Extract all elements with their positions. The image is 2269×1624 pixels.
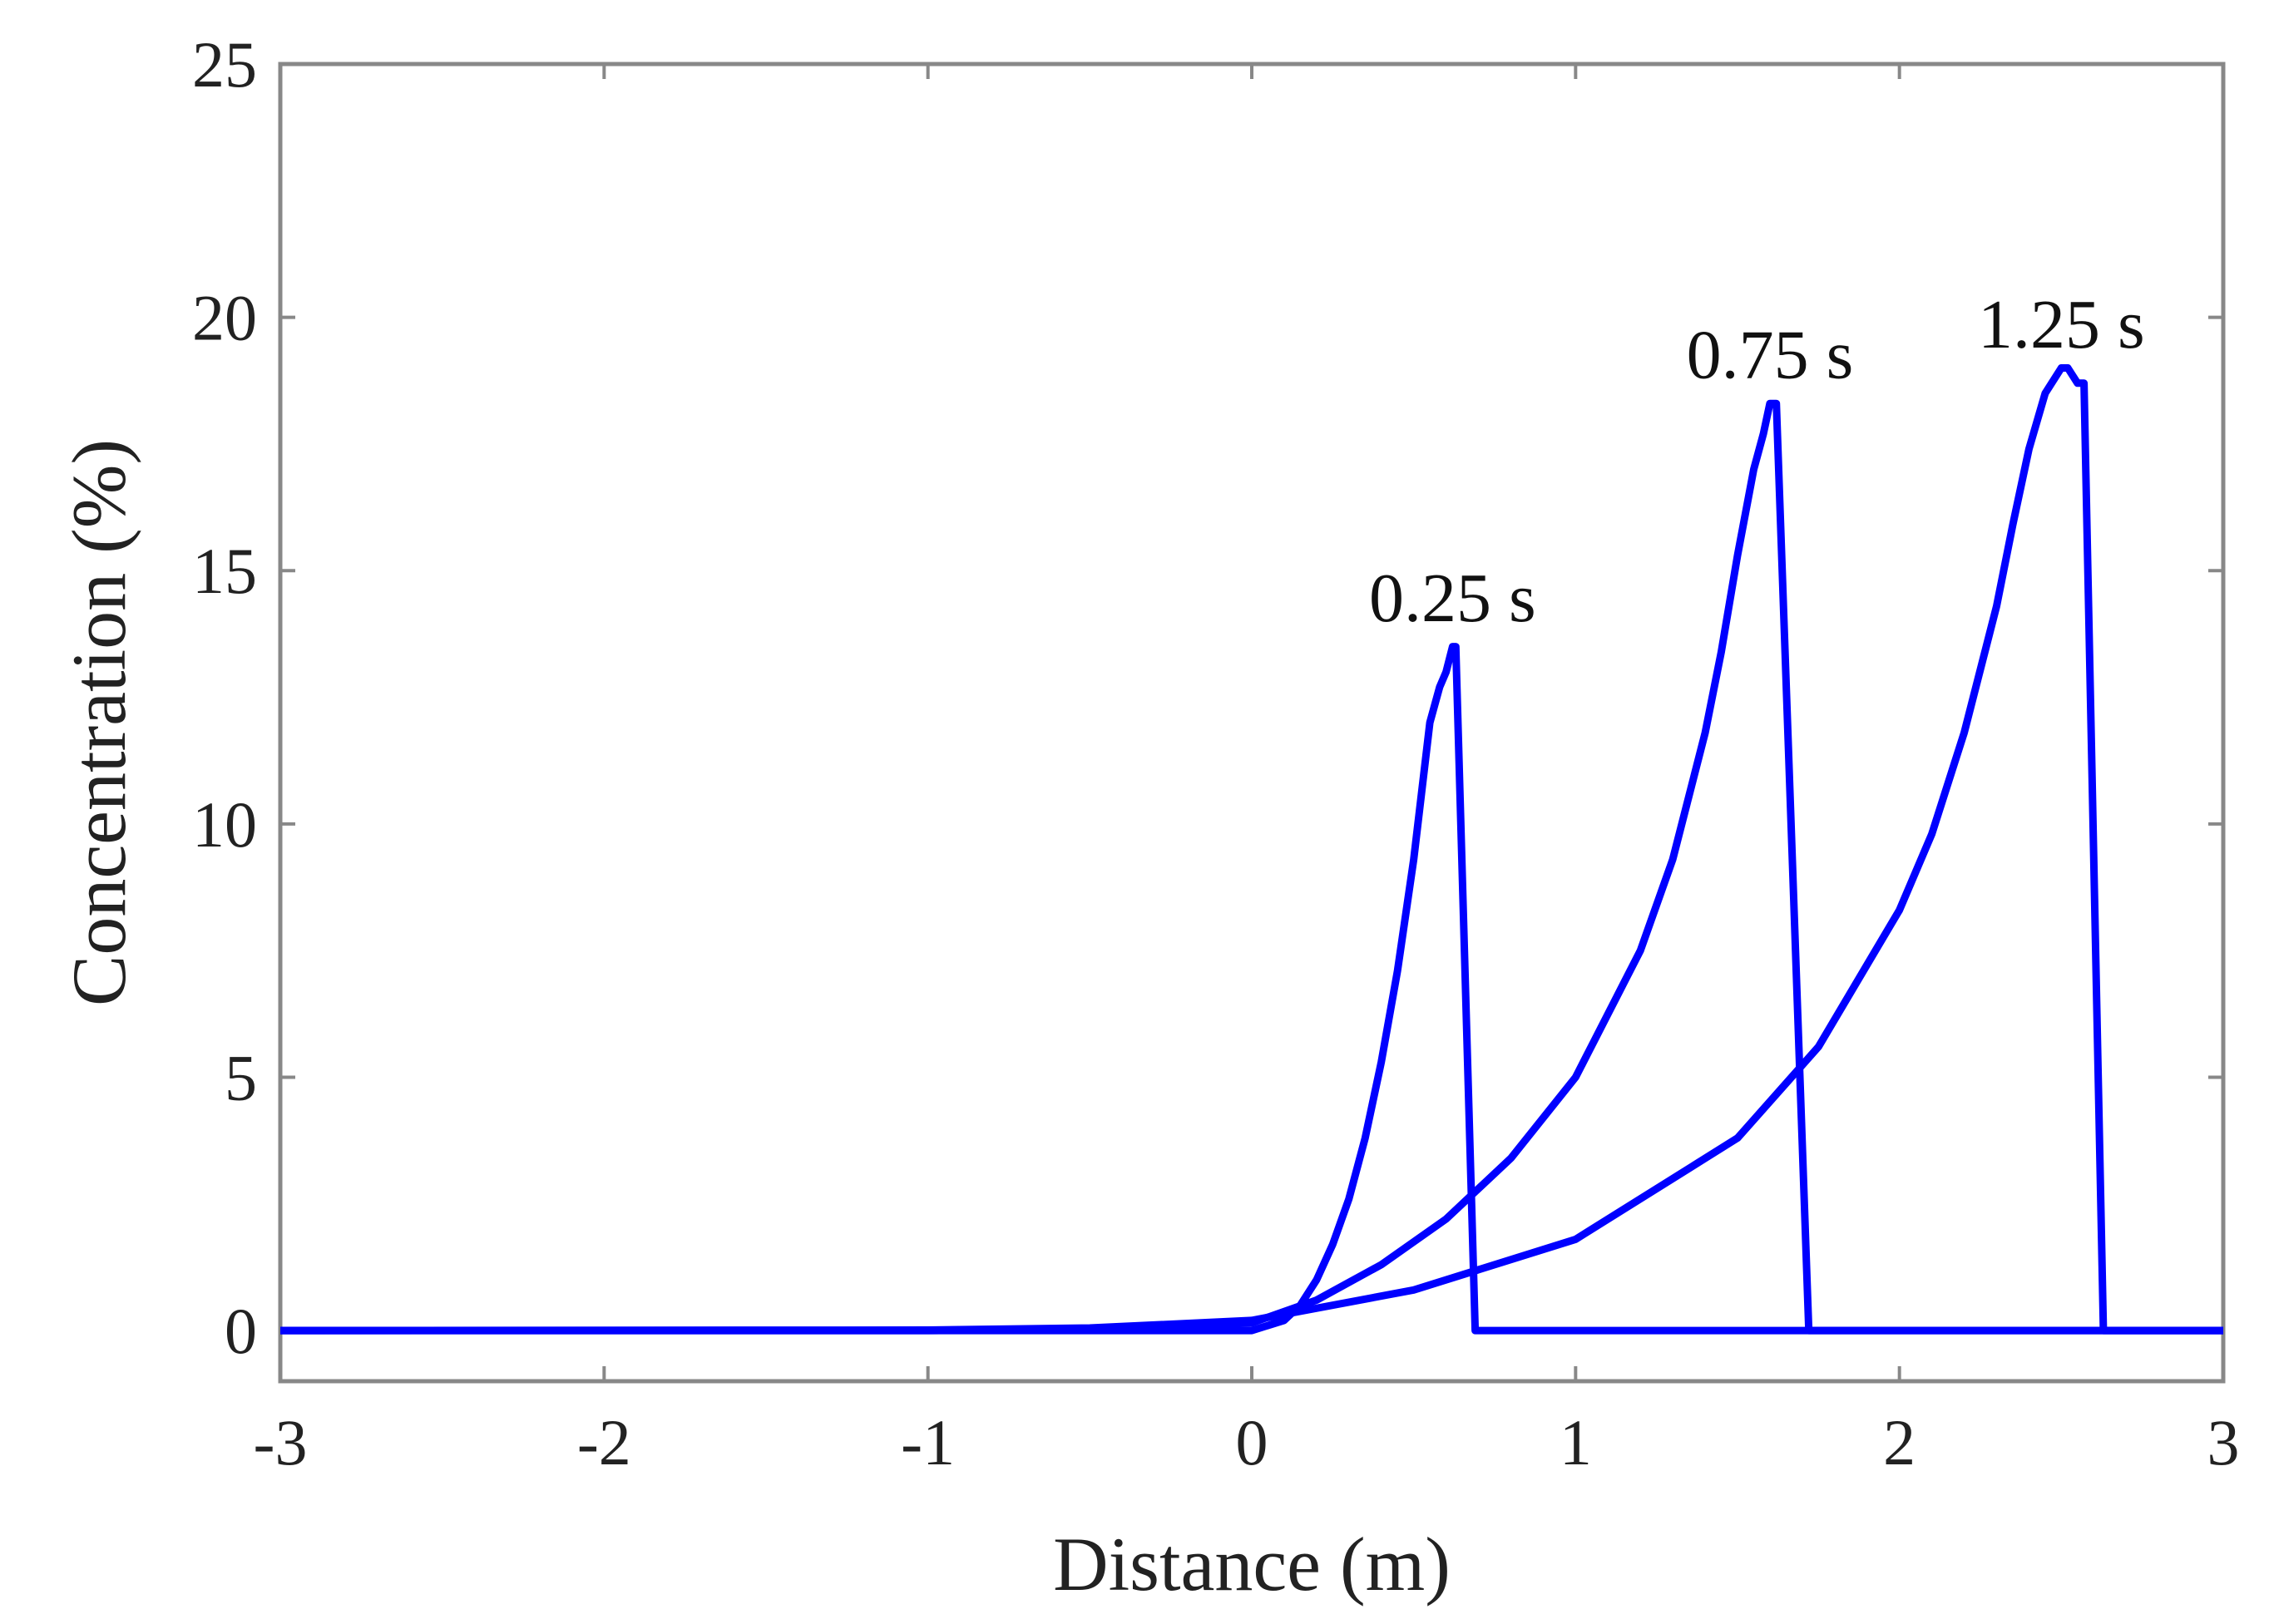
x-tick-label: 3: [2207, 1406, 2240, 1478]
series-annotation-1: 0.25 s: [1369, 560, 1536, 637]
axis-tick-labels: -3 -2 -1 0 1 2 3 0 5 10 15 20 25: [192, 28, 2240, 1478]
x-tick-label: 2: [1883, 1406, 1916, 1478]
y-tick-label: 0: [225, 1295, 257, 1367]
y-tick-label: 5: [225, 1041, 257, 1113]
plot-area: [278, 62, 2226, 1384]
series-annotation-2: 0.75 s: [1687, 317, 1854, 394]
x-axis-title: Distance (m): [1053, 1522, 1451, 1607]
series-annotation-3: 1.25 s: [1978, 286, 2145, 363]
y-tick-label: 15: [192, 535, 257, 607]
x-tick-label: -2: [577, 1406, 631, 1478]
data-lines: [279, 364, 2223, 1335]
x-tick-label: 0: [1236, 1406, 1268, 1478]
axis-ticks: [279, 62, 2225, 1381]
series-line-3: [279, 364, 2223, 1335]
x-tick-label: -3: [254, 1406, 308, 1478]
x-tick-label: -1: [901, 1406, 955, 1478]
annotations: 0.25 s 0.75 s 1.25 s: [1369, 286, 2145, 637]
x-tick-label: 1: [1560, 1406, 1592, 1478]
y-tick-label: 25: [192, 28, 257, 101]
y-tick-label: 10: [192, 788, 257, 861]
series-line-1: [280, 643, 2223, 1335]
y-axis-title: Concentration (%): [57, 439, 141, 1006]
y-tick-label: 20: [192, 282, 257, 354]
